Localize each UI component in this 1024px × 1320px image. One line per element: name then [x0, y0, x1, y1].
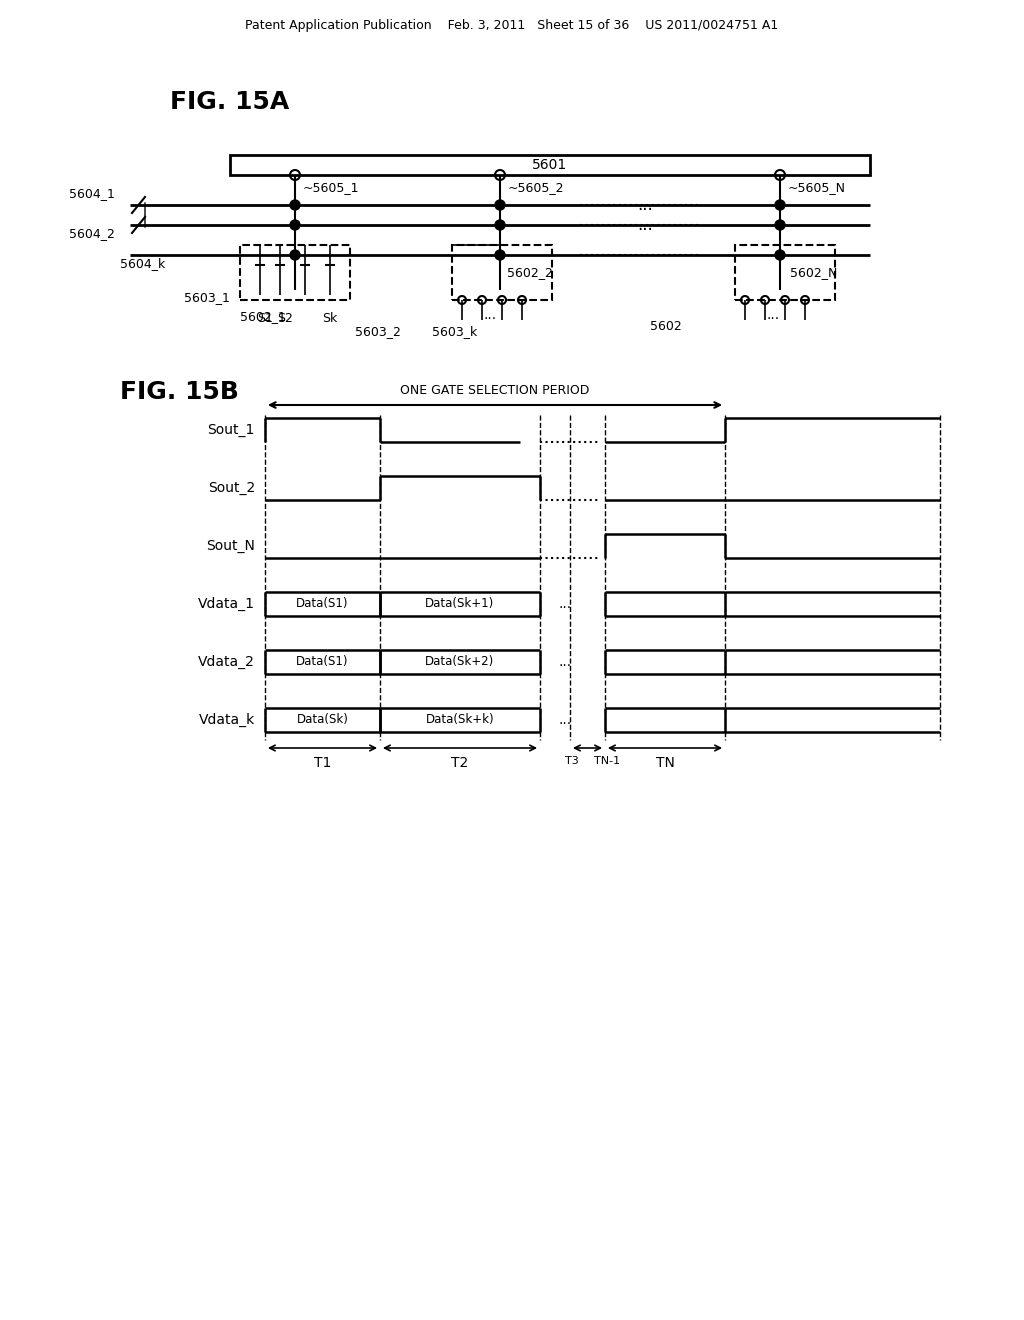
Text: Vdata_k: Vdata_k — [199, 713, 255, 727]
Text: TN-1: TN-1 — [594, 756, 621, 766]
Text: Data(Sk+1): Data(Sk+1) — [425, 598, 495, 610]
Text: FIG. 15B: FIG. 15B — [120, 380, 239, 404]
Text: Data(S1): Data(S1) — [296, 656, 349, 668]
Text: FIG. 15A: FIG. 15A — [170, 90, 289, 114]
Bar — [240, 246, 350, 300]
Text: Data(Sk): Data(Sk) — [297, 714, 348, 726]
Text: ...: ... — [766, 308, 779, 322]
Text: ...: ... — [483, 308, 497, 322]
Text: 5602_2: 5602_2 — [507, 267, 553, 279]
Bar — [452, 246, 552, 300]
Bar — [230, 154, 870, 176]
Text: 5604_k: 5604_k — [120, 257, 165, 271]
Text: S1: S1 — [257, 312, 273, 325]
Text: 5601: 5601 — [532, 158, 567, 172]
Text: Sout_2: Sout_2 — [208, 480, 255, 495]
Text: T2: T2 — [452, 756, 469, 770]
Circle shape — [290, 249, 300, 260]
Text: 5604_2: 5604_2 — [70, 227, 115, 240]
Text: Sout_N: Sout_N — [206, 539, 255, 553]
Text: ...: ... — [558, 597, 571, 611]
Text: Data(Sk+k): Data(Sk+k) — [426, 714, 495, 726]
Text: 5603_1: 5603_1 — [184, 292, 230, 305]
Text: Sk: Sk — [323, 312, 338, 325]
Circle shape — [290, 201, 300, 210]
Text: Vdata_2: Vdata_2 — [198, 655, 255, 669]
Text: ~5605_1: ~5605_1 — [303, 181, 359, 194]
Text: 5602_1: 5602_1 — [240, 310, 286, 323]
Text: T1: T1 — [313, 756, 331, 770]
Text: ...: ... — [637, 195, 653, 214]
Circle shape — [290, 220, 300, 230]
Text: S2: S2 — [278, 312, 293, 325]
Circle shape — [775, 220, 785, 230]
Text: Patent Application Publication    Feb. 3, 2011   Sheet 15 of 36    US 2011/00247: Patent Application Publication Feb. 3, 2… — [246, 18, 778, 32]
Text: T3: T3 — [565, 756, 579, 766]
Text: 5604_1: 5604_1 — [70, 187, 115, 201]
Text: 5602_N: 5602_N — [790, 267, 838, 279]
Text: 5602: 5602 — [650, 319, 682, 333]
Circle shape — [495, 201, 505, 210]
Circle shape — [775, 201, 785, 210]
Text: ...: ... — [637, 216, 653, 234]
Text: Sout_1: Sout_1 — [208, 422, 255, 437]
Bar — [735, 246, 835, 300]
Text: ONE GATE SELECTION PERIOD: ONE GATE SELECTION PERIOD — [400, 384, 590, 397]
Text: Vdata_1: Vdata_1 — [198, 597, 255, 611]
Text: ...: ... — [558, 713, 571, 727]
Text: Data(S1): Data(S1) — [296, 598, 349, 610]
Text: 5603_k: 5603_k — [432, 325, 477, 338]
Circle shape — [775, 249, 785, 260]
Text: ...: ... — [558, 655, 571, 669]
Circle shape — [495, 249, 505, 260]
Text: ~5605_2: ~5605_2 — [508, 181, 564, 194]
Circle shape — [495, 220, 505, 230]
Text: 5603_2: 5603_2 — [355, 325, 400, 338]
Text: Data(Sk+2): Data(Sk+2) — [425, 656, 495, 668]
Text: ~5605_N: ~5605_N — [788, 181, 846, 194]
Text: TN: TN — [655, 756, 675, 770]
